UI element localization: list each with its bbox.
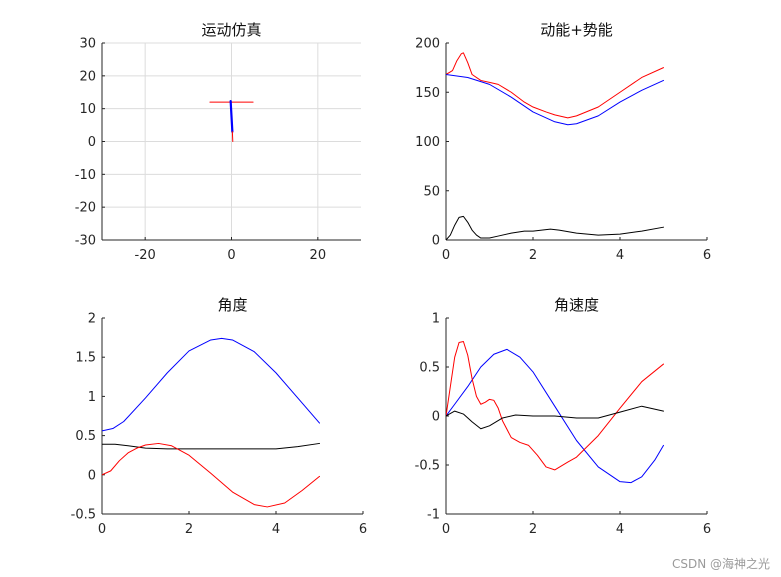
- x-tick-label: 2: [529, 248, 537, 263]
- subplot-1: -20 0 20 -30 -20 -10 0 10 20 30 运动仿真: [75, 21, 361, 263]
- y-tick-label: 200: [415, 37, 440, 52]
- y-tick-label: 1.5: [75, 351, 96, 366]
- y-tick-label: -1: [427, 508, 440, 523]
- y-tick-label: 30: [79, 37, 96, 52]
- y-tick-label: 100: [415, 135, 440, 150]
- y-tick-label: 1: [432, 312, 440, 327]
- x-tick-label: 4: [616, 248, 624, 263]
- x-tick-label: 0: [98, 522, 106, 537]
- series-line-1: [446, 52, 664, 119]
- subplot-2: 0 2 4 6 0 50 100 150 200 动能+势能: [415, 21, 711, 263]
- series-line-2: [229, 100, 234, 133]
- subplot-title: 运动仿真: [201, 21, 261, 39]
- x-tick-label: 0: [227, 248, 235, 263]
- series-line-1: [446, 348, 664, 484]
- x-tick-label: 6: [703, 522, 711, 537]
- x-tick-label: 6: [703, 248, 711, 263]
- subplot-4: 0 2 4 6 -1 -0.5 0 0.5 1 角速度: [415, 296, 712, 537]
- series-line-3: [446, 215, 664, 240]
- y-tick-label: 0: [432, 234, 440, 249]
- y-tick-label: 50: [423, 184, 440, 199]
- y-tick-label: -20: [75, 201, 96, 216]
- x-tick-label: 4: [272, 522, 280, 537]
- y-tick-label: -0.5: [71, 508, 96, 523]
- series-line-3: [446, 405, 664, 430]
- subplot-title: 角速度: [554, 296, 599, 314]
- y-tick-label: 0.5: [75, 429, 96, 444]
- x-tick-label: 20: [310, 248, 327, 263]
- y-tick-label: 2: [88, 312, 96, 327]
- x-tick-label: 2: [185, 522, 193, 537]
- y-tick-label: 1: [88, 390, 96, 405]
- x-tick-label: -20: [135, 248, 156, 263]
- series-line-2: [446, 341, 664, 471]
- watermark: CSDN @海神之光: [672, 556, 770, 571]
- series-line-2: [446, 74, 664, 126]
- subplot-title: 角度: [217, 296, 247, 314]
- y-tick-label: 20: [79, 69, 96, 84]
- x-tick-label: 6: [359, 522, 367, 537]
- y-tick-label: 0.5: [419, 361, 440, 376]
- y-tick-label: 0: [88, 468, 96, 483]
- y-tick-label: -10: [75, 168, 96, 183]
- series-line-3: [102, 442, 320, 508]
- x-tick-label: 2: [529, 522, 537, 537]
- x-tick-label: 0: [442, 522, 450, 537]
- y-tick-label: 10: [79, 102, 96, 117]
- subplot-title: 动能+势能: [540, 21, 613, 39]
- y-tick-label: 150: [415, 86, 440, 101]
- x-tick-label: 0: [442, 248, 450, 263]
- y-tick-label: -0.5: [415, 459, 440, 474]
- y-tick-label: 0: [432, 410, 440, 425]
- x-tick-label: 4: [616, 522, 624, 537]
- series-line-2: [102, 442, 320, 450]
- y-tick-label: 0: [88, 135, 96, 150]
- y-tick-label: -30: [75, 234, 96, 249]
- series-line-1: [102, 337, 320, 432]
